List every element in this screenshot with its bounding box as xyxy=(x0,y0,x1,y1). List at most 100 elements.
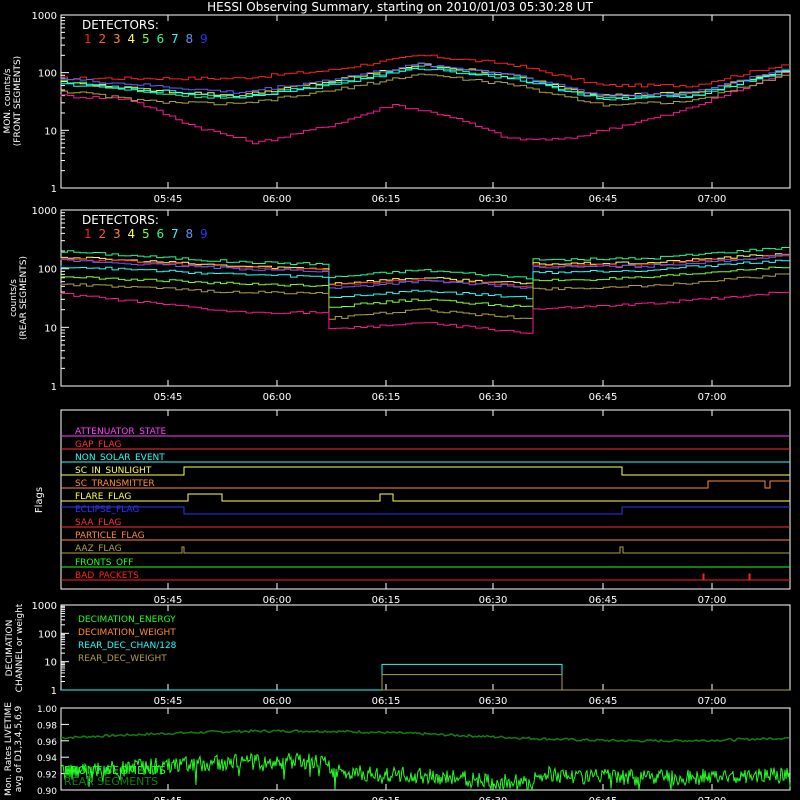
y-tick-label: 10 xyxy=(44,126,57,137)
flag-label: NON_SOLAR_EVENT xyxy=(75,453,165,463)
series-line xyxy=(60,73,790,107)
y-tick-label: 0.96 xyxy=(37,738,57,748)
y-tick-label: 1000 xyxy=(32,11,57,22)
legend-detector-number: 9 xyxy=(200,32,208,46)
flag-label: ECLIPSE_FLAG xyxy=(75,505,139,515)
decimation-legend-item: DECIMATION_ENERGY xyxy=(78,615,176,625)
legend-detector-number: 4 xyxy=(128,227,136,241)
livetime-y-axis-label: Mon. Rates LIVETIME xyxy=(4,702,14,796)
series-line xyxy=(60,729,790,743)
flag-label: AAZ_FLAG xyxy=(75,544,122,554)
x-tick-label: 06:15 xyxy=(372,194,401,205)
y-tick-label: 0.98 xyxy=(37,721,57,731)
x-tick-label: 06:30 xyxy=(479,595,508,606)
x-tick-label: 07:00 xyxy=(698,194,727,205)
flag-label: SAA_FLAG xyxy=(75,518,121,528)
x-tick-label: 07:00 xyxy=(698,796,727,800)
y-tick-label: 100 xyxy=(38,629,57,640)
x-tick-label: 06:15 xyxy=(372,696,401,707)
y-tick-label: 1000 xyxy=(32,601,57,612)
front-panel-frame xyxy=(60,14,791,189)
legend-detector-number: 5 xyxy=(142,32,150,46)
series-line xyxy=(60,254,790,289)
front-y-axis-label: (FRONT SEGMENTS) xyxy=(13,56,23,146)
decimation-legend-item: DECIMATION_WEIGHT xyxy=(78,628,176,638)
x-tick-label: 06:30 xyxy=(479,392,508,403)
series-line xyxy=(60,72,790,145)
y-tick-label: 100 xyxy=(38,265,57,276)
y-tick-label: 0.90 xyxy=(37,787,57,797)
series-line xyxy=(60,291,790,334)
x-tick-label: 06:45 xyxy=(589,392,618,403)
flag-label: BAD_PACKETS xyxy=(75,571,139,581)
chart-title: HESSI Observing Summary, starting on 201… xyxy=(207,0,593,14)
series-line xyxy=(60,752,791,792)
flags-y-axis-label: Flags xyxy=(34,487,45,513)
series-line xyxy=(60,62,790,98)
x-tick-label: 06:30 xyxy=(479,796,508,800)
x-tick-label: 07:00 xyxy=(698,696,727,707)
x-tick-label: 06:00 xyxy=(263,595,292,606)
x-tick-label: 05:45 xyxy=(154,696,183,707)
livetime-legend-item: REAR SEGMENTS xyxy=(64,775,158,788)
y-tick-label: 10 xyxy=(44,658,57,669)
decimation-legend-item: REAR_DEC_CHAN/128 xyxy=(78,641,177,651)
legend-title: DETECTORS: xyxy=(82,18,159,32)
legend-detector-number: 8 xyxy=(186,227,194,241)
legend-detector-number: 8 xyxy=(186,32,194,46)
rear-y-axis-label: (REAR SEGMENTS) xyxy=(19,256,29,340)
flag-line xyxy=(61,480,790,489)
flag-label: SC_TRANSMITTER xyxy=(75,479,155,489)
x-tick-label: 06:30 xyxy=(479,696,508,707)
legend-detector-number: 3 xyxy=(113,32,121,46)
flag-line xyxy=(61,546,790,554)
series-line xyxy=(60,247,790,280)
legend-detector-number: 9 xyxy=(200,227,208,241)
x-tick-label: 06:45 xyxy=(589,796,618,800)
x-tick-label: 07:00 xyxy=(698,595,727,606)
livetime-panel-frame xyxy=(60,707,791,791)
flag-label: PARTICLE_FLAG xyxy=(75,531,145,541)
front-y-axis-label: MON. counts/s xyxy=(3,68,13,133)
y-tick-label: 100 xyxy=(38,69,57,80)
x-tick-label: 06:00 xyxy=(263,796,292,800)
flag-line xyxy=(61,466,790,476)
flag-line xyxy=(61,506,790,515)
x-tick-label: 06:00 xyxy=(263,392,292,403)
flag-line xyxy=(61,573,790,581)
y-tick-label: 1.00 xyxy=(37,705,57,715)
x-tick-label: 06:30 xyxy=(479,194,508,205)
legend-detector-number: 1 xyxy=(84,32,92,46)
y-tick-label: 1 xyxy=(51,686,57,697)
rear-panel-frame xyxy=(60,209,791,387)
series-line xyxy=(60,54,790,88)
x-tick-label: 06:15 xyxy=(372,796,401,800)
legend-detector-number: 5 xyxy=(142,227,150,241)
x-tick-label: 06:45 xyxy=(589,696,618,707)
y-tick-label: 10 xyxy=(44,323,57,334)
decimation-y-axis-label: CHANNEL or weight xyxy=(15,603,25,692)
decimation-legend-item: REAR_DEC_WEIGHT xyxy=(78,654,167,664)
y-tick-label: 1000 xyxy=(32,206,57,217)
legend-detector-number: 3 xyxy=(113,227,121,241)
legend-detector-number: 1 xyxy=(84,227,92,241)
legend-detector-number: 2 xyxy=(99,32,107,46)
livetime-y-axis-label: avg of D1,3,4,5,6,9 xyxy=(14,705,24,792)
legend-title: DETECTORS: xyxy=(82,213,159,227)
x-tick-label: 05:45 xyxy=(154,796,183,800)
y-tick-label: 0.92 xyxy=(37,771,57,781)
x-tick-label: 06:15 xyxy=(372,392,401,403)
legend-detector-number: 4 xyxy=(128,32,136,46)
y-tick-label: 0.94 xyxy=(37,754,57,764)
flag-line xyxy=(61,493,790,502)
series-line xyxy=(61,663,563,691)
rear-y-axis-label: counts/s xyxy=(9,279,19,317)
legend-detector-number: 7 xyxy=(171,32,179,46)
flags-panel-frame xyxy=(60,409,791,590)
series-line xyxy=(60,273,790,320)
x-tick-label: 06:45 xyxy=(589,595,618,606)
livetime-legend-item: FRONT SEGMENTS xyxy=(64,764,166,777)
x-tick-label: 07:00 xyxy=(698,392,727,403)
flag-label: FLARE_FLAG xyxy=(75,492,131,502)
